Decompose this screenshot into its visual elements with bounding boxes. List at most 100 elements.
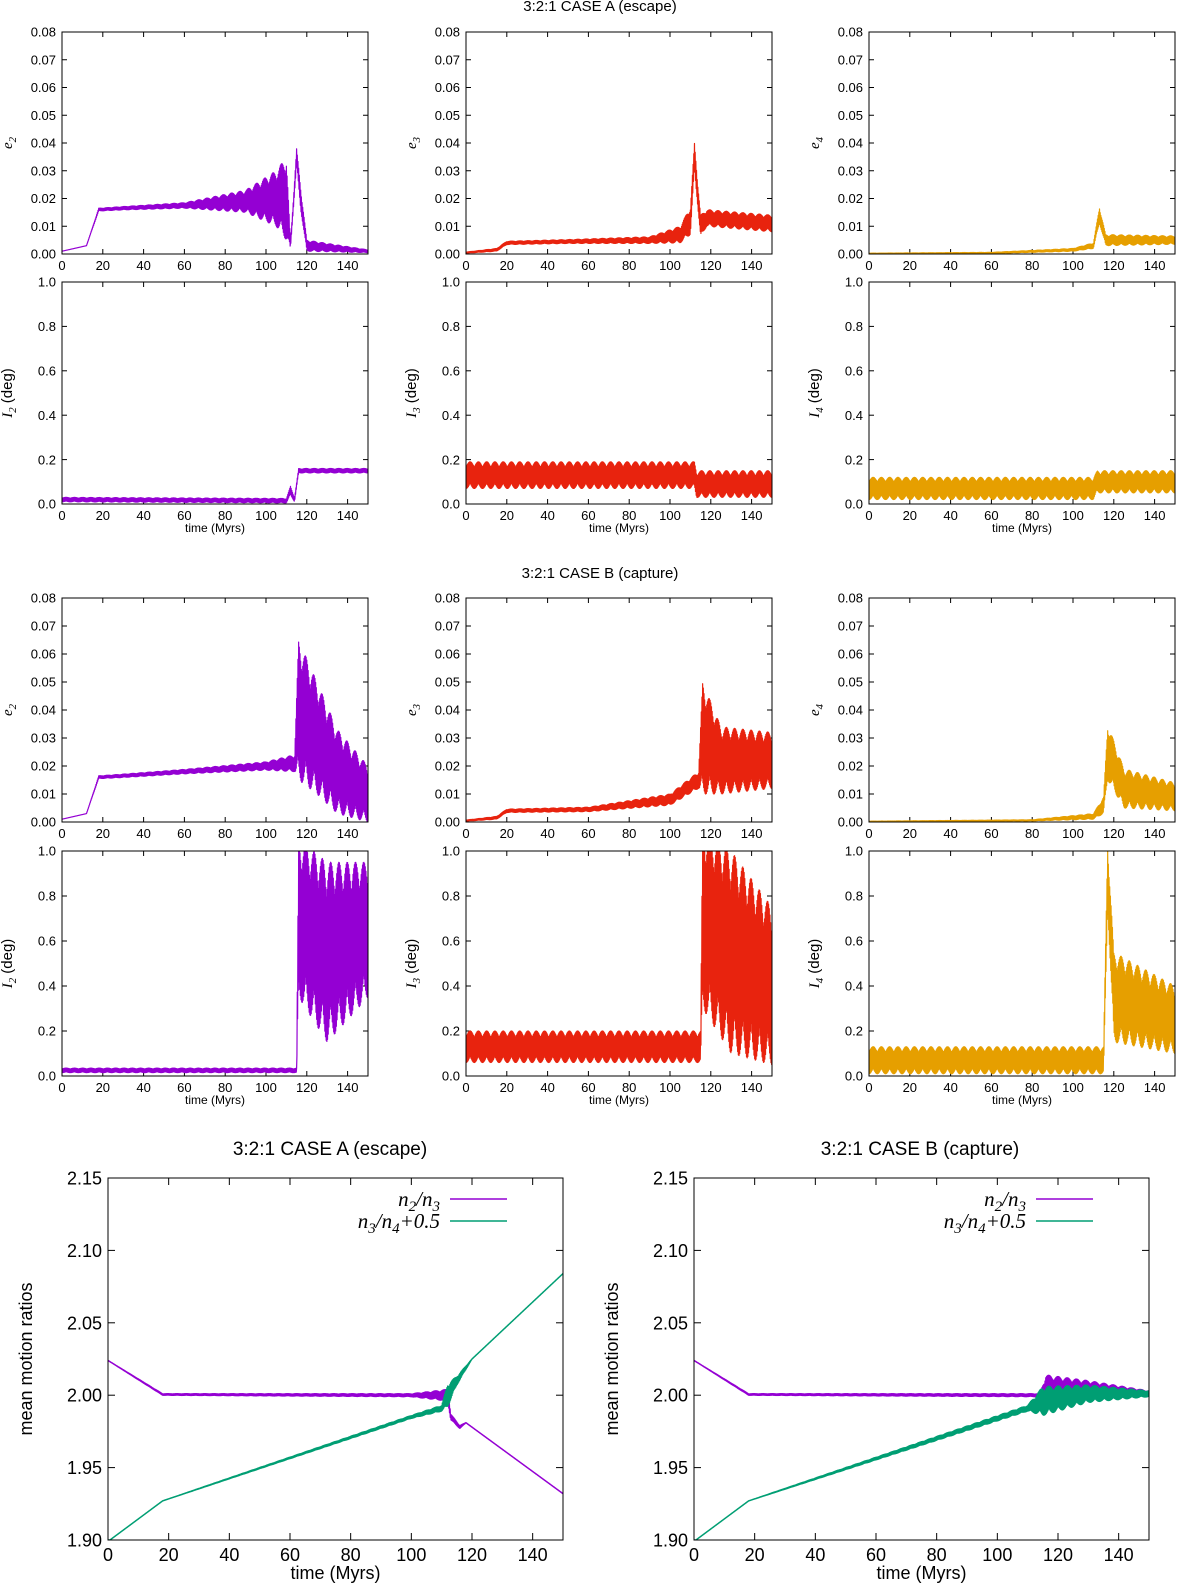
ytick-label: 0.07	[31, 52, 56, 67]
panel-A_ratio: 1.90 1.95 2.00 2.05 2.10 2.15 0 20 40 60 80 100 120 1…	[16, 1168, 564, 1583]
legend-label: n2/n3	[398, 1187, 440, 1215]
y-axis-label: e2	[0, 136, 19, 149]
ytick-label: 0.07	[838, 52, 863, 67]
series-line-A_ratio-0	[108, 1359, 563, 1495]
xtick-label: 80	[927, 1545, 947, 1565]
plot-frame	[465, 281, 773, 505]
xtick-label: 80	[218, 1080, 232, 1095]
xtick-label: 80	[1025, 1080, 1039, 1095]
panel-A_e2: 0.00 0.01 0.02 0.03 0.04 0.05 0.06 0.07 0.08 0 20 4…	[0, 25, 369, 273]
xtick-label: 20	[903, 1080, 917, 1095]
xtick-label: 40	[540, 1080, 554, 1095]
ytick-label: 0.08	[31, 591, 56, 606]
xtick-label: 40	[943, 826, 957, 841]
xtick-label: 120	[1043, 1545, 1073, 1565]
xtick-label: 100	[659, 258, 681, 273]
xtick-label: 100	[659, 508, 681, 523]
xtick-label: 0	[58, 826, 65, 841]
ytick-label: 0.07	[31, 619, 56, 634]
y-axis-label: e3	[404, 136, 423, 149]
ytick-label: 0.4	[38, 408, 56, 423]
ytick-label: 0.2	[38, 1024, 56, 1039]
ytick-label: 0.05	[838, 675, 863, 690]
ytick-label: 0.8	[845, 889, 863, 904]
ytick-label: 0.07	[838, 619, 863, 634]
xtick-label: 120	[296, 508, 318, 523]
ytick-label: 0.03	[31, 731, 56, 746]
xtick-label: 40	[136, 826, 150, 841]
xtick-label: 40	[943, 258, 957, 273]
series-line-B_I2-0	[62, 851, 368, 1074]
xtick-label: 60	[177, 826, 191, 841]
ytick-label: 0.0	[442, 497, 460, 512]
xtick-label: 20	[96, 508, 110, 523]
ytick-label: 2.00	[653, 1386, 688, 1406]
series-line-B_e4-0	[869, 730, 1175, 822]
ytick-label: 0.05	[838, 108, 863, 123]
xtick-label: 100	[1062, 508, 1084, 523]
ytick-label: 2.15	[67, 1168, 102, 1188]
ytick-label: 2.15	[653, 1168, 688, 1188]
ytick-label: 1.90	[67, 1530, 102, 1550]
xtick-label: 100	[659, 826, 681, 841]
y-axis-label: I3 (deg)	[403, 939, 423, 990]
xtick-label: 60	[280, 1545, 300, 1565]
xtick-label: 140	[1144, 826, 1166, 841]
ytick-label: 0.6	[38, 934, 56, 949]
ytick-label: 0.0	[38, 1069, 56, 1084]
xtick-label: 80	[622, 826, 636, 841]
xtick-label: 80	[1025, 826, 1039, 841]
xtick-label: 120	[700, 258, 722, 273]
ytick-label: 1.0	[38, 275, 56, 290]
xtick-label: 80	[341, 1545, 361, 1565]
xtick-label: 140	[337, 258, 359, 273]
y-axis-label: e2	[0, 703, 19, 716]
xtick-label: 120	[296, 826, 318, 841]
ytick-label: 0.03	[435, 731, 460, 746]
xtick-label: 140	[1144, 258, 1166, 273]
xtick-label: 40	[136, 1080, 150, 1095]
ytick-label: 0.00	[838, 815, 863, 830]
ytick-label: 0.0	[38, 497, 56, 512]
xtick-label: 100	[1062, 1080, 1084, 1095]
ytick-label: 0.02	[31, 759, 56, 774]
xtick-label: 60	[177, 258, 191, 273]
ytick-label: 0.00	[435, 247, 460, 262]
xtick-label: 100	[255, 508, 277, 523]
panel-A_I2: 0.0 0.2 0.4 0.6 0.8 1.0 0 20 40 60 80 100 120 140 time…	[0, 275, 369, 535]
y-axis-label: mean motion ratios	[602, 1282, 622, 1435]
panel-B_I2: 0.0 0.2 0.4 0.6 0.8 1.0 0 20 40 60 80 100 120 140 time…	[0, 844, 369, 1107]
ytick-label: 0.05	[435, 675, 460, 690]
ytick-label: 0.07	[435, 52, 460, 67]
xtick-label: 0	[103, 1545, 113, 1565]
xtick-label: 0	[865, 508, 872, 523]
xtick-label: 120	[700, 508, 722, 523]
ytick-label: 0.00	[435, 815, 460, 830]
ytick-label: 0.02	[31, 191, 56, 206]
ytick-label: 0.08	[31, 25, 56, 40]
ytick-label: 0.06	[31, 80, 56, 95]
xtick-label: 120	[700, 826, 722, 841]
xtick-label: 100	[659, 1080, 681, 1095]
ytick-label: 0.03	[435, 163, 460, 178]
xtick-label: 80	[1025, 508, 1039, 523]
xtick-label: 60	[984, 1080, 998, 1095]
y-axis-label: I2 (deg)	[0, 368, 19, 419]
ytick-label: 2.10	[67, 1241, 102, 1261]
ytick-label: 0.4	[845, 979, 863, 994]
ytick-label: 0.8	[38, 319, 56, 334]
ytick-label: 2.05	[653, 1313, 688, 1333]
xtick-label: 0	[58, 1080, 65, 1095]
ytick-label: 0.6	[442, 934, 460, 949]
xtick-label: 40	[540, 826, 554, 841]
case-b-section-title: 3:2:1 CASE B (capture)	[521, 565, 679, 582]
x-axis-label: time (Myrs)	[992, 521, 1052, 535]
panel-A_I3: 0.0 0.2 0.4 0.6 0.8 1.0 0 20 40 60 80 100 120 140 time…	[403, 275, 773, 535]
ytick-label: 0.06	[31, 647, 56, 662]
series-line-B_ratio-1	[694, 1384, 1149, 1540]
x-axis-label: time (Myrs)	[185, 1093, 245, 1107]
ytick-label: 0.05	[31, 675, 56, 690]
y-axis-label: e4	[807, 136, 826, 149]
series-line-A_I2-0	[62, 467, 368, 504]
ytick-label: 0.0	[442, 1069, 460, 1084]
